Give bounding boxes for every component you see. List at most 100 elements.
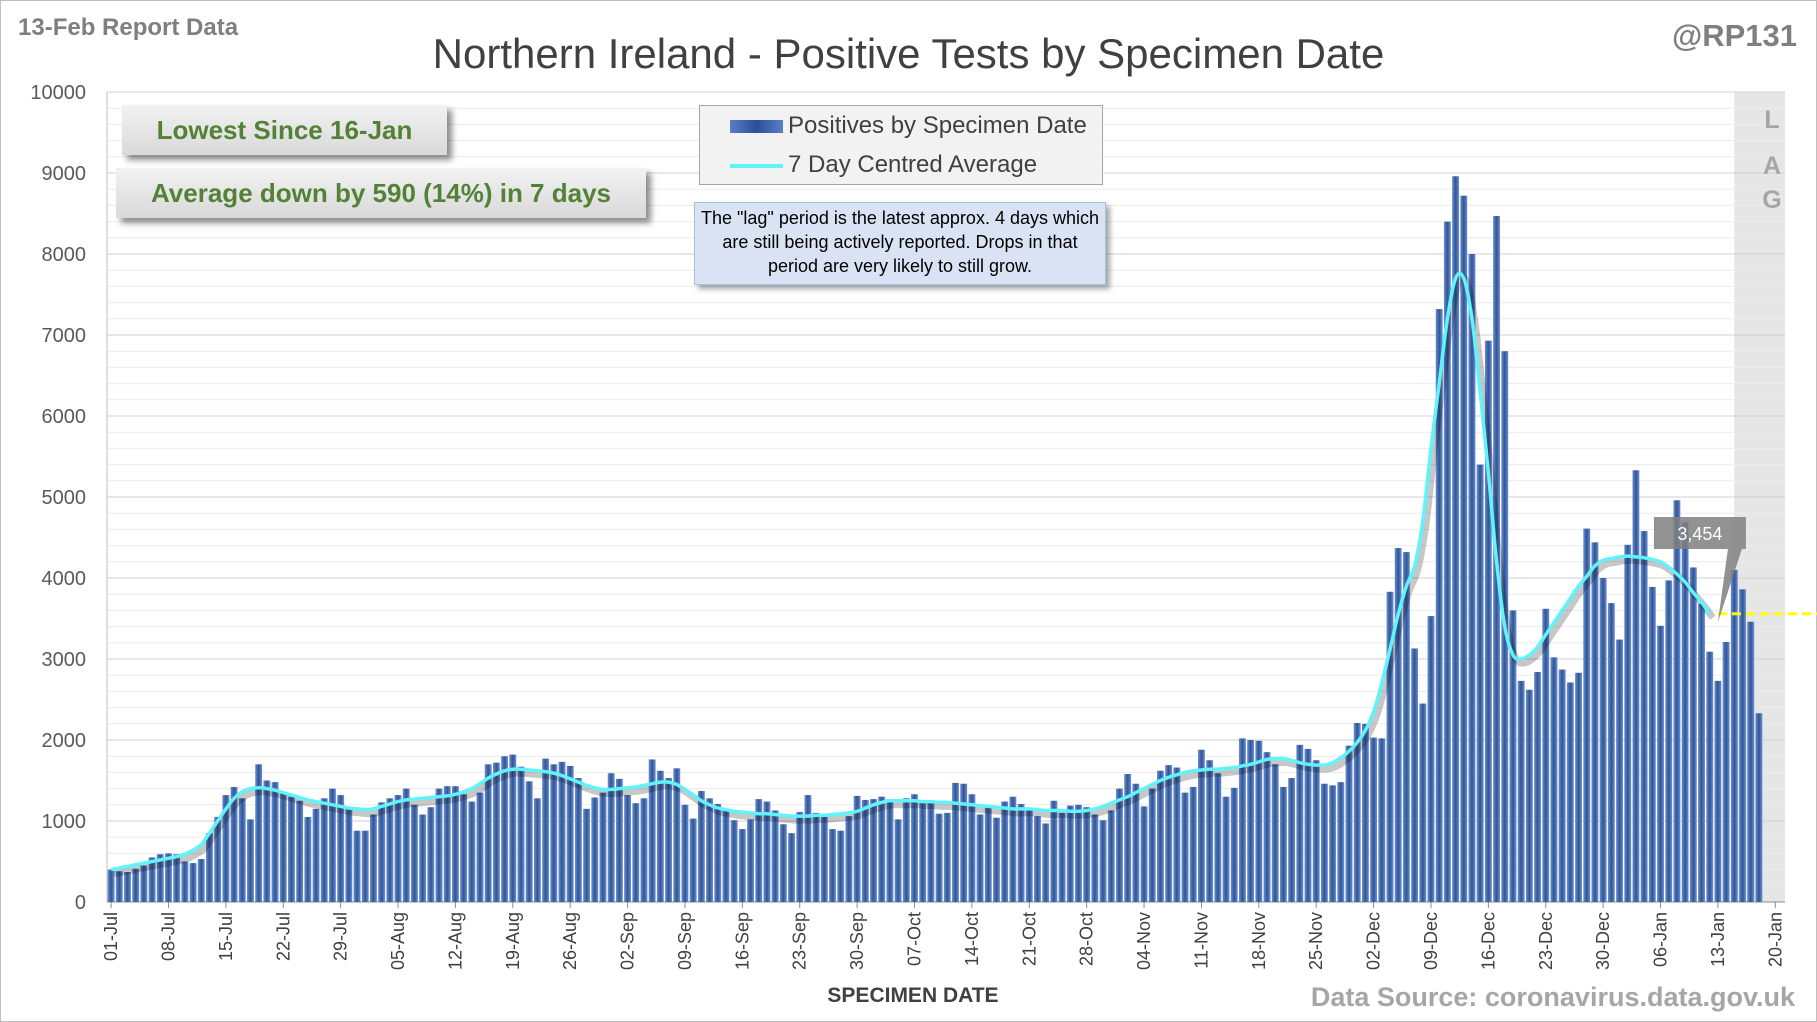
bar [468, 801, 476, 902]
bar [640, 798, 648, 902]
bar [476, 792, 484, 902]
bar [1566, 682, 1574, 902]
bar [525, 781, 533, 902]
bar [402, 788, 410, 902]
bar [1534, 671, 1541, 902]
bar [1001, 801, 1009, 902]
bar [337, 795, 345, 902]
bar [419, 814, 427, 902]
bar [1173, 767, 1181, 902]
lowest-since-callout: Lowest Since 16-Jan [122, 105, 447, 155]
bar [1214, 773, 1222, 902]
bar [1378, 738, 1386, 902]
bar [443, 786, 451, 902]
x-tick-label: 30-Sep [847, 912, 867, 970]
bar [501, 756, 509, 902]
bar [435, 788, 443, 902]
bar [1222, 796, 1230, 902]
bar [1075, 804, 1082, 902]
bar [1353, 722, 1361, 902]
bar [1747, 621, 1755, 902]
x-tick-label: 12-Aug [445, 912, 465, 970]
bar [1124, 774, 1132, 902]
bar [1329, 785, 1337, 902]
bar [288, 796, 295, 902]
bar [1058, 812, 1066, 902]
bar [214, 816, 222, 902]
bar [460, 794, 468, 902]
lag-letter: G [1762, 186, 1782, 214]
bar [894, 819, 902, 902]
x-tick-label: 05-Aug [388, 912, 408, 970]
bar [558, 761, 566, 902]
bar [279, 792, 287, 902]
legend-label: Positives by Specimen Date [788, 112, 1087, 139]
x-tick-label: 06-Jan [1651, 912, 1671, 967]
legend-label: 7 Day Centred Average [788, 151, 1038, 178]
bar [574, 778, 582, 902]
bar [1722, 641, 1730, 902]
bar [509, 754, 517, 902]
bar [107, 869, 115, 902]
bar [1558, 669, 1566, 902]
x-tick-label: 01-Jul [101, 912, 121, 961]
bar [902, 798, 910, 902]
x-tick-label: 15-Jul [216, 912, 236, 961]
x-tick-label: 30-Dec [1593, 912, 1613, 970]
bar [1681, 522, 1689, 902]
bar [673, 768, 681, 902]
bar [1296, 744, 1304, 902]
bar [1083, 807, 1091, 902]
bar [1206, 760, 1214, 902]
bar [1017, 803, 1025, 902]
x-tick-label: 29-Jul [331, 912, 351, 961]
bar [624, 795, 632, 902]
bar [132, 868, 140, 902]
average-line [110, 271, 1712, 872]
bar [329, 788, 336, 902]
bar [755, 799, 763, 902]
bar [1411, 648, 1419, 902]
bar [1698, 603, 1705, 902]
bar [1050, 800, 1058, 902]
x-tick-label: 19-Aug [503, 912, 523, 970]
bar [484, 764, 492, 902]
lag-letter: L [1764, 106, 1780, 134]
bar [238, 798, 246, 902]
y-tick-label: 3000 [42, 649, 87, 671]
bar [1181, 792, 1189, 902]
x-tick-label: 25-Nov [1306, 912, 1326, 970]
y-tick-label: 2000 [42, 730, 87, 752]
bar [665, 778, 673, 902]
bar [369, 814, 377, 902]
bar [870, 799, 877, 902]
bar [165, 853, 172, 902]
bar [1025, 810, 1033, 902]
bar [1673, 500, 1681, 902]
x-tick-label: 14-Oct [962, 912, 982, 966]
bar [1009, 796, 1017, 902]
bar [1394, 548, 1402, 902]
bar [533, 798, 541, 902]
bar [697, 791, 705, 902]
x-tick-label: 08-Jul [158, 912, 178, 961]
lag-note: The "lag" period is the latest approx. 4… [694, 202, 1106, 285]
bar [1279, 786, 1287, 902]
callout-box [1653, 517, 1746, 549]
bar [607, 773, 615, 902]
bar [1550, 657, 1558, 902]
bar [730, 820, 738, 902]
bar [1730, 569, 1738, 902]
bar [181, 861, 189, 902]
bar [1386, 591, 1394, 902]
bar [1345, 745, 1353, 902]
x-tick-label: 02-Dec [1364, 912, 1384, 970]
bar [952, 782, 959, 902]
bar [943, 812, 951, 902]
bar [1739, 589, 1746, 902]
data-source: Data Source: coronavirus.data.gov.uk [1310, 982, 1795, 1012]
bar [968, 794, 976, 902]
y-tick-label: 10000 [30, 82, 86, 104]
bar [845, 816, 853, 902]
bar [386, 798, 394, 902]
